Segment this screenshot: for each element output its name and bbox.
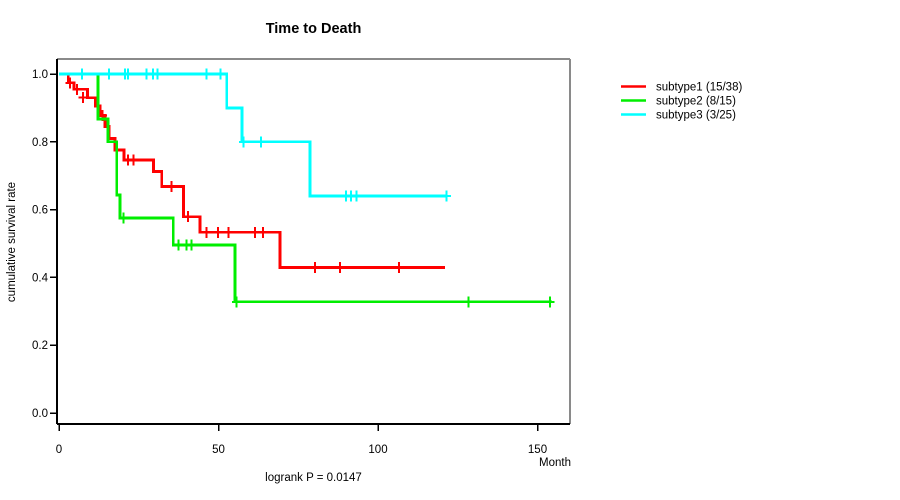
y-axis: 0.0 0.2 0.4 0.6 0.8 1.0 xyxy=(32,69,57,420)
censor-marks-2 xyxy=(118,212,555,308)
legend: subtype1 (15/38) subtype2 (8/15) subtype3 … xyxy=(621,82,742,122)
x-tick-label: 50 xyxy=(212,444,225,456)
x-axis-label: Month xyxy=(539,457,571,469)
survival-curve-3 xyxy=(59,72,447,198)
chart-title: Time to Death xyxy=(266,21,362,37)
y-axis-label: cumulative survival rate xyxy=(6,182,18,302)
y-tick-label: 0.6 xyxy=(32,205,48,217)
x-axis: 0 50 100 150 xyxy=(56,424,547,456)
x-tick-label: 100 xyxy=(368,444,387,456)
y-tick-label: 0.2 xyxy=(32,340,48,352)
survival-curve-2 xyxy=(59,72,552,304)
plot-box xyxy=(56,58,571,425)
logrank-annotation: logrank P = 0.0147 xyxy=(265,472,362,484)
legend-label: subtype2 (8/15) xyxy=(656,96,736,108)
y-tick-label: 0.8 xyxy=(32,137,48,149)
x-tick-label: 150 xyxy=(528,444,547,456)
censor-marks-3 xyxy=(77,68,452,202)
y-tick-label: 0.4 xyxy=(32,272,49,284)
survival-curves xyxy=(59,68,555,308)
legend-label: subtype3 (3/25) xyxy=(656,110,736,122)
y-tick-label: 0.0 xyxy=(32,408,48,420)
x-tick-label: 0 xyxy=(56,444,62,456)
legend-label: subtype1 (15/38) xyxy=(656,82,742,94)
y-tick-label: 1.0 xyxy=(32,69,48,81)
